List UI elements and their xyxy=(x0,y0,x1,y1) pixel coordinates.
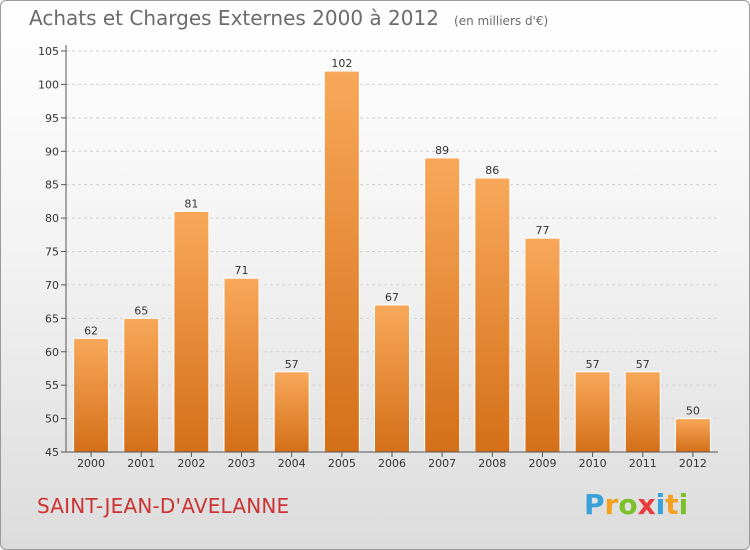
bar-value-label: 71 xyxy=(235,264,249,277)
bar xyxy=(123,317,160,453)
x-tick-label: 2010 xyxy=(579,457,607,470)
x-tick-label: 2002 xyxy=(177,457,205,470)
bar xyxy=(474,177,511,453)
brand-letter: r xyxy=(604,488,619,521)
bar xyxy=(574,371,611,453)
x-tick-label: 2003 xyxy=(228,457,256,470)
bar-value-label: 77 xyxy=(535,224,549,237)
chart-unit: (en milliers d'€) xyxy=(454,14,549,28)
bar xyxy=(73,337,110,453)
y-tick-label: 80 xyxy=(45,212,59,225)
y-tick-label: 105 xyxy=(38,45,59,58)
place-name: SAINT-JEAN-D'AVELANNE xyxy=(37,494,290,518)
bar xyxy=(624,371,661,453)
x-tick-label: 2005 xyxy=(328,457,356,470)
y-tick-label: 85 xyxy=(45,179,59,192)
bar-value-label: 57 xyxy=(636,358,650,371)
y-tick-label: 70 xyxy=(45,279,59,292)
chart-title: Achats et Charges Externes 2000 à 2012 xyxy=(29,6,439,30)
brand-logo: Proxiti xyxy=(584,488,688,521)
brand-letter: o xyxy=(618,488,638,521)
axes: 45 50 55 60 65 70 75 80 85 90 95 100 105 2000 2001 2002… xyxy=(38,45,718,470)
y-tick-label: 65 xyxy=(45,312,59,325)
x-tick-label: 2001 xyxy=(127,457,155,470)
y-tick-label: 95 xyxy=(45,112,59,125)
bar-value-label: 57 xyxy=(586,358,600,371)
y-tick-label: 75 xyxy=(45,246,59,259)
bar-value-label: 57 xyxy=(285,358,299,371)
brand-letter: i xyxy=(655,488,666,521)
title-block: Achats et Charges Externes 2000 à 2012 (… xyxy=(29,6,548,30)
bar xyxy=(323,70,360,453)
brand-letter: x xyxy=(637,488,656,521)
bar-value-label: 62 xyxy=(84,324,98,337)
bar-value-label: 86 xyxy=(485,164,499,177)
bar xyxy=(424,157,461,453)
x-tick-label: 2009 xyxy=(528,457,556,470)
bar-value-label: 102 xyxy=(331,57,352,70)
x-tick-label: 2007 xyxy=(428,457,456,470)
bar-value-label: 50 xyxy=(686,405,700,418)
bar xyxy=(223,277,260,453)
x-tick-label: 2006 xyxy=(378,457,406,470)
brand-letter: t xyxy=(665,488,679,521)
bar xyxy=(674,418,711,453)
x-tick-label: 2012 xyxy=(679,457,707,470)
bar-value-label: 81 xyxy=(184,197,198,210)
bar xyxy=(524,237,561,453)
bar-value-label: 89 xyxy=(435,144,449,157)
bar xyxy=(374,304,410,453)
bar-value-label: 65 xyxy=(134,304,148,317)
x-tick-label: 2004 xyxy=(278,457,306,470)
brand-letter: i xyxy=(678,488,689,521)
y-tick-label: 100 xyxy=(38,78,59,91)
y-tick-label: 55 xyxy=(45,379,59,392)
x-tick-label: 2008 xyxy=(478,457,506,470)
bar xyxy=(173,210,210,453)
x-tick-label: 2011 xyxy=(629,457,657,470)
y-tick-label: 45 xyxy=(45,446,59,459)
y-tick-label: 90 xyxy=(45,145,59,158)
x-tick-label: 2000 xyxy=(77,457,105,470)
bar xyxy=(273,371,310,453)
y-tick-label: 60 xyxy=(45,346,59,359)
brand-letter: P xyxy=(584,488,605,521)
bar-value-label: 67 xyxy=(385,291,399,304)
y-tick-label: 50 xyxy=(45,413,59,426)
bars: 62 65 81 71 57 102 67 89 86 77 57 57 50 xyxy=(73,57,711,453)
